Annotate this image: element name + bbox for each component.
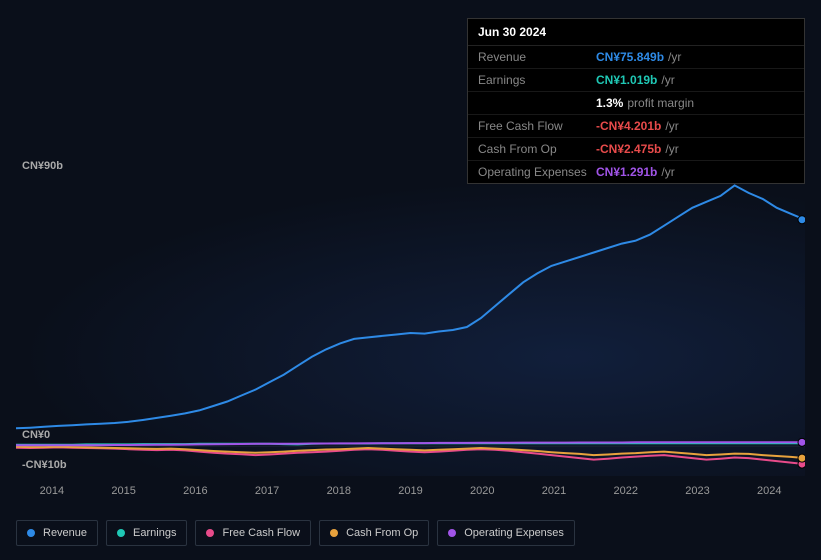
tooltip-row: RevenueCN¥75.849b/yr <box>468 46 804 69</box>
tooltip-row-label: Cash From Op <box>478 142 596 156</box>
x-tick: 2016 <box>159 485 231 497</box>
legend-label: Cash From Op <box>346 527 418 539</box>
tooltip-row-value: CN¥75.849b <box>596 50 664 64</box>
tooltip-row: Operating ExpensesCN¥1.291b/yr <box>468 161 804 183</box>
tooltip-row-value: 1.3% <box>596 96 623 110</box>
tooltip-row: Cash From Op-CN¥2.475b/yr <box>468 138 804 161</box>
tooltip-row-suffix: /yr <box>665 142 678 156</box>
x-tick: 2018 <box>303 485 375 497</box>
legend-dot-icon <box>330 529 338 537</box>
x-tick: 2024 <box>733 485 805 497</box>
tooltip-row-value: CN¥1.291b <box>596 165 657 179</box>
legend-dot-icon <box>117 529 125 537</box>
series-end-dot <box>798 216 805 224</box>
legend-dot-icon <box>27 529 35 537</box>
tooltip-row: EarningsCN¥1.019b/yr <box>468 69 804 92</box>
legend-label: Free Cash Flow <box>222 527 300 539</box>
tooltip-row-label: Free Cash Flow <box>478 119 596 133</box>
x-tick: 2022 <box>590 485 662 497</box>
series-revenue <box>16 185 805 428</box>
tooltip-row-label: Earnings <box>478 73 596 87</box>
x-tick: 2023 <box>662 485 734 497</box>
legend-dot-icon <box>448 529 456 537</box>
tooltip-row-suffix: /yr <box>661 73 674 87</box>
tooltip-row-suffix: /yr <box>661 165 674 179</box>
tooltip-row-label: Revenue <box>478 50 596 64</box>
x-tick: 2015 <box>88 485 160 497</box>
chart-tooltip: Jun 30 2024 RevenueCN¥75.849b/yrEarnings… <box>467 18 805 184</box>
x-axis: 2014201520162017201820192020202120222023… <box>16 485 805 497</box>
chart-svg <box>16 178 805 476</box>
tooltip-row-value: -CN¥4.201b <box>596 119 661 133</box>
tooltip-row-suffix: /yr <box>668 50 681 64</box>
legend-item-operating-expenses[interactable]: Operating Expenses <box>437 520 575 546</box>
tooltip-row-value: CN¥1.019b <box>596 73 657 87</box>
tooltip-row-label <box>478 96 596 110</box>
tooltip-row-suffix: /yr <box>665 119 678 133</box>
legend-item-revenue[interactable]: Revenue <box>16 520 98 546</box>
tooltip-row: Free Cash Flow-CN¥4.201b/yr <box>468 115 804 138</box>
tooltip-row-label: Operating Expenses <box>478 165 596 179</box>
legend-item-earnings[interactable]: Earnings <box>106 520 187 546</box>
x-tick: 2017 <box>231 485 303 497</box>
legend-item-free-cash-flow[interactable]: Free Cash Flow <box>195 520 311 546</box>
legend-dot-icon <box>206 529 214 537</box>
x-tick: 2020 <box>446 485 518 497</box>
series-end-dot <box>798 438 805 446</box>
x-tick: 2019 <box>375 485 447 497</box>
legend-label: Operating Expenses <box>464 527 564 539</box>
chart-legend: Revenue Earnings Free Cash Flow Cash From O… <box>16 520 805 546</box>
series-end-dot <box>798 454 805 462</box>
tooltip-rows: RevenueCN¥75.849b/yrEarningsCN¥1.019b/yr… <box>468 46 804 183</box>
x-tick: 2021 <box>518 485 590 497</box>
legend-label: Earnings <box>133 527 176 539</box>
y-axis-label: CN¥90b <box>22 160 63 172</box>
legend-item-cash-from-op[interactable]: Cash From Op <box>319 520 429 546</box>
tooltip-row: 1.3% profit margin <box>468 92 804 115</box>
tooltip-row-value: -CN¥2.475b <box>596 142 661 156</box>
tooltip-date: Jun 30 2024 <box>468 19 804 46</box>
tooltip-row-suffix: profit margin <box>627 96 694 110</box>
x-tick: 2014 <box>16 485 88 497</box>
legend-label: Revenue <box>43 527 87 539</box>
chart-plot-area <box>16 178 805 476</box>
